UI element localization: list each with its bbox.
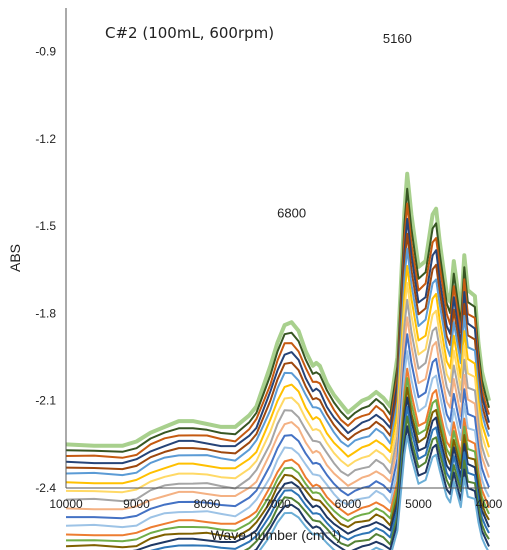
y-tick-label: -1.5 [35,219,56,233]
spectrum-series-line [150,406,490,550]
x-tick-label: 7000 [264,497,291,511]
series-layer [65,171,491,550]
y-tick-label: -2.4 [35,481,56,495]
spectrum-series-line [258,434,489,550]
peak-annotations: 6800 5160 [277,31,412,221]
spectrum-series-line [65,377,490,543]
x-tick-label: 5000 [405,497,432,511]
spectrum-series-line [65,247,490,477]
spectrum-series-line [65,282,490,494]
spectrum-series-line [65,298,490,503]
spectrum-series-line [243,415,490,550]
chart-title: C#2 (100mL, 600rpm) [105,24,274,42]
x-tick-labels: 10000 9000 8000 7000 6000 5000 4000 [49,497,502,511]
spectrum-series-line [65,350,490,529]
spectrum-series-line [65,316,490,511]
spectrum-series-line [65,367,490,537]
y-tick-label: -2.1 [35,394,56,408]
y-tick-label: -1.2 [35,132,56,146]
spectrum-series-line [66,333,490,520]
spectrum-series-line [65,217,490,465]
x-tick-label: 4000 [476,497,503,511]
y-tick-label: -0.9 [35,45,56,59]
x-tick-label: 6000 [335,497,362,511]
y-tick-label: -1.8 [35,306,56,320]
spectrum-series-line [132,396,490,550]
x-axis-title: Wave number (cm⁻¹) [211,527,342,543]
spectrum-series-line [65,187,490,453]
spectrum-series-line [65,171,491,448]
spectrum-series-line [65,386,490,549]
x-tick-label: 9000 [123,497,150,511]
spectrum-series-line [65,265,490,485]
spectrum-series-line [65,232,490,471]
y-tick-labels: -0.9 -1.2 -1.5 -1.8 -2.1 -2.4 [35,45,56,495]
spectrum-series-line [253,425,490,550]
y-axis-title: ABS [7,244,23,272]
peak-annotation: 6800 [277,205,306,220]
peak-annotation: 5160 [383,31,412,46]
x-tick-label: 10000 [49,497,83,511]
x-tick-label: 8000 [194,497,221,511]
